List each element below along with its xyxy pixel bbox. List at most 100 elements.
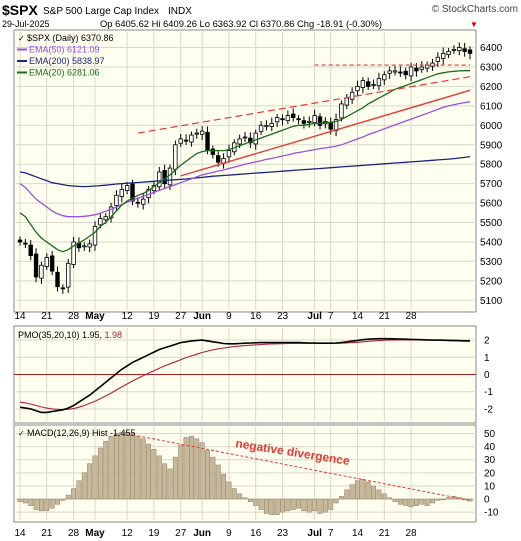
macd-hist-bar	[162, 463, 168, 500]
pmo-title-main: PMO(35,20,10) 1.95,	[18, 330, 105, 340]
candle-body	[296, 118, 301, 121]
macd-hist-bar	[446, 497, 452, 500]
x-tick-label: 19	[148, 528, 160, 539]
macd-hist-bar	[306, 498, 312, 513]
x-tick-label: 27	[175, 528, 187, 539]
x-tick-label: 21	[41, 311, 53, 322]
candle-body	[355, 86, 360, 92]
macd-hist-bar	[365, 481, 371, 500]
macd-hist-bar	[253, 498, 259, 506]
macd-hist-bar	[435, 498, 441, 501]
candle-body	[387, 70, 392, 74]
macd-hist-bar	[156, 455, 162, 500]
x-tick-label: 23	[277, 311, 289, 322]
candle-body	[258, 124, 264, 132]
macd-hist-bar	[38, 498, 44, 512]
candle-body	[414, 67, 419, 72]
macd-hist-bar	[285, 498, 291, 512]
candle-body	[66, 262, 71, 288]
symbol: $SPX	[2, 2, 38, 18]
candle-body	[376, 78, 382, 87]
candle-body	[189, 134, 194, 143]
x-tick-label: 9	[226, 311, 232, 322]
candle-body	[103, 216, 108, 221]
y-tick-label: 5500	[480, 218, 503, 229]
y-tick-label: 5900	[480, 140, 503, 151]
exchange: INDX	[168, 6, 192, 17]
candle-body	[49, 255, 55, 272]
legend-entry: $SPX (Daily) 6370.86	[27, 33, 114, 43]
candle-body	[108, 206, 114, 219]
candle-body	[44, 257, 49, 267]
candle-body	[242, 136, 248, 139]
macd-hist-bar	[338, 496, 344, 500]
candle-body	[141, 198, 146, 205]
y-tick-label: 6400	[480, 43, 503, 54]
macd-hist-bar	[97, 447, 103, 500]
macd-hist-bar	[231, 488, 237, 500]
macd-hist-bar	[408, 498, 414, 508]
candle-body	[135, 201, 141, 204]
macd-hist-bar	[44, 498, 50, 512]
pmo-layer: PMO(35,20,10) 1.95, 1.98	[18, 330, 470, 414]
macd-hist-bar	[205, 450, 210, 500]
x-tick-label: 21	[41, 528, 53, 539]
macd-hist-bar	[221, 473, 227, 500]
macd-hist-bar	[76, 480, 82, 500]
y-tick-label: 6000	[480, 121, 503, 132]
candle-body	[17, 239, 23, 243]
y-tick-label: 0	[484, 370, 490, 381]
macd-hist-bar	[258, 498, 264, 510]
y-tick-label: 6300	[480, 62, 503, 73]
date: 29-Jul-2025	[2, 19, 50, 29]
macd-hist-bar	[226, 481, 232, 500]
macd-hist-bar	[440, 498, 446, 501]
macd-hist-bar	[108, 435, 114, 500]
macd-hist-bar	[188, 435, 194, 500]
macd-hist-bar	[199, 442, 205, 500]
candle-body	[312, 115, 317, 123]
candle-body	[291, 113, 296, 118]
x-tick-label: May	[85, 311, 105, 322]
candle-body	[173, 144, 178, 170]
x-tick-label: Jul	[307, 528, 322, 539]
y-tick-label: 5200	[480, 276, 503, 287]
quote-line: Op 6405.62 Hi 6409.26 Lo 6363.92 Cl 6370…	[100, 18, 382, 29]
candle-body	[124, 185, 130, 192]
macd-hist-bar	[237, 493, 243, 500]
macd-hist-bar	[140, 438, 146, 500]
y-tick-label: 2	[484, 336, 490, 347]
macd-hist-bar	[344, 489, 350, 500]
macd-hist-bar	[172, 456, 178, 500]
x-tick-label: 21	[379, 528, 391, 539]
pmo-title: PMO(35,20,10) 1.95, 1.98	[18, 330, 122, 340]
x-tick-label: Jun	[193, 311, 211, 322]
candle-body	[183, 139, 189, 142]
y-tick-label: 6200	[480, 82, 503, 93]
macd-hist-bar	[274, 498, 280, 516]
macd-hist-bar	[124, 431, 130, 500]
price-layer	[17, 42, 473, 294]
macd-hist-bar	[194, 438, 200, 500]
x-tick-label: 21	[379, 311, 391, 322]
candle-body	[360, 80, 366, 89]
candle-body	[87, 243, 92, 248]
x-tick-label: 14	[14, 311, 26, 322]
y-tick-label: 50	[484, 429, 496, 440]
candle-body	[307, 121, 312, 123]
macd-hist-bar	[312, 498, 318, 512]
y-tick-label: 5400	[480, 237, 503, 248]
x-tick-label: 28	[406, 528, 418, 539]
y-tick-label: 40	[484, 442, 496, 453]
macd-hist-bar	[183, 437, 189, 500]
macd-hist-bar	[28, 498, 34, 506]
x-tick-label: 12	[122, 528, 134, 539]
macd-hist-bar	[296, 498, 302, 509]
price-panel	[13, 29, 477, 313]
candle-body	[339, 103, 344, 119]
candle-body	[119, 189, 124, 197]
candle-body	[71, 241, 76, 265]
candle-body	[216, 155, 221, 163]
macd-hist-bar	[17, 498, 23, 502]
